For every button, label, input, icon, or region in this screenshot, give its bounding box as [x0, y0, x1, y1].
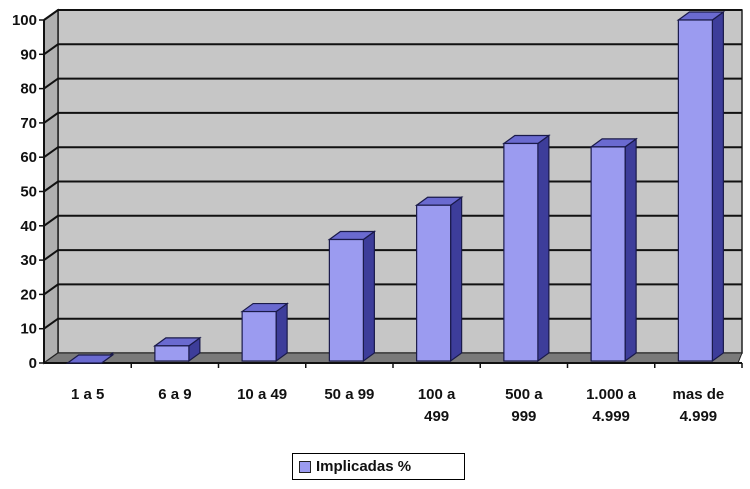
bar: [240, 302, 289, 363]
y-tick-label: 20: [20, 286, 37, 303]
bar: [414, 196, 464, 363]
y-tick-label: 90: [20, 46, 37, 63]
x-tick-label: 6 a 9: [158, 386, 191, 403]
x-tick-label: 100 a 499: [418, 386, 456, 425]
y-tick-label: 70: [20, 115, 37, 132]
bar: [327, 230, 377, 363]
gridline: [43, 9, 742, 21]
y-tick-label: 60: [20, 149, 37, 166]
y-tick-label: 30: [20, 252, 37, 269]
y-tick-label: 0: [29, 355, 37, 372]
y-tick-label: 10: [20, 321, 37, 338]
bar: [65, 351, 115, 365]
legend-label: Implicadas %: [316, 458, 412, 475]
bar: [502, 134, 551, 363]
plot-floor: [42, 352, 743, 364]
bar: [589, 137, 638, 363]
y-tick-label: 40: [20, 218, 37, 235]
x-tick-label: 10 a 49: [237, 386, 287, 403]
bar: [153, 336, 202, 363]
y-tick-label: 100: [12, 12, 37, 29]
gridline: [43, 77, 742, 90]
bar: [676, 10, 726, 363]
x-tick-label: mas de 4.999: [673, 386, 725, 425]
legend: Implicadas %: [292, 453, 465, 480]
y-tick-label: 50: [20, 184, 37, 201]
x-tick-label: 50 a 99: [324, 386, 374, 403]
gridline: [43, 43, 742, 56]
x-tick-label: 500 a 999: [505, 386, 543, 425]
x-tick-label: 1 a 5: [71, 386, 104, 403]
gridline: [43, 111, 742, 124]
x-tick-label: 1.000 a 4.999: [586, 386, 637, 425]
y-tick-label: 80: [20, 81, 37, 98]
legend-swatch: [299, 460, 311, 473]
